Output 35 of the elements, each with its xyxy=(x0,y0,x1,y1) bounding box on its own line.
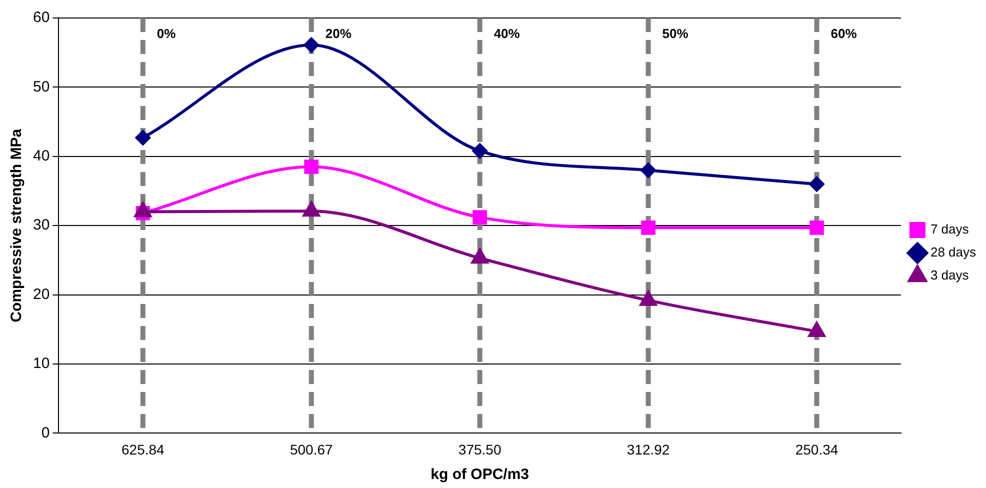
point xyxy=(302,202,320,217)
ref-line-label: 40% xyxy=(494,26,520,42)
x-tick-label: 312.92 xyxy=(626,441,670,458)
y-tick-label: 30 xyxy=(32,216,50,234)
x-axis-title: kg of OPC/m3 xyxy=(430,466,530,484)
x-tick-label: 500.67 xyxy=(290,441,333,458)
point xyxy=(809,176,824,192)
y-axis-title: Compressive strength MPa xyxy=(8,128,26,322)
point xyxy=(472,210,487,224)
point xyxy=(808,322,826,337)
legend-label: 28 days xyxy=(930,244,976,260)
point xyxy=(640,290,657,306)
ref-line-label: 20% xyxy=(325,26,352,42)
y-tick-label: 40 xyxy=(32,148,50,165)
point xyxy=(641,220,656,235)
point xyxy=(134,202,152,218)
ref-line-label: 60% xyxy=(830,26,858,42)
y-tick-label: 50 xyxy=(32,78,50,96)
x-tick-label: 250.34 xyxy=(795,441,838,458)
point xyxy=(810,220,824,235)
ref-line-label: 50% xyxy=(662,26,689,42)
point xyxy=(304,160,319,174)
y-tick-label: 0 xyxy=(41,424,50,442)
point xyxy=(471,248,488,264)
x-tick-label: 375.50 xyxy=(458,441,502,458)
point xyxy=(472,143,488,158)
point xyxy=(135,130,150,146)
y-tick-label: 60 xyxy=(32,9,50,26)
y-tick-label: 10 xyxy=(32,355,50,372)
y-tick-label: 20 xyxy=(32,286,50,303)
legend-label: 3 days xyxy=(930,268,970,283)
ref-line-label: 0% xyxy=(156,26,176,42)
legend-label: 7 days xyxy=(930,222,970,237)
x-tick-label: 625.84 xyxy=(122,441,165,458)
point xyxy=(640,162,656,178)
